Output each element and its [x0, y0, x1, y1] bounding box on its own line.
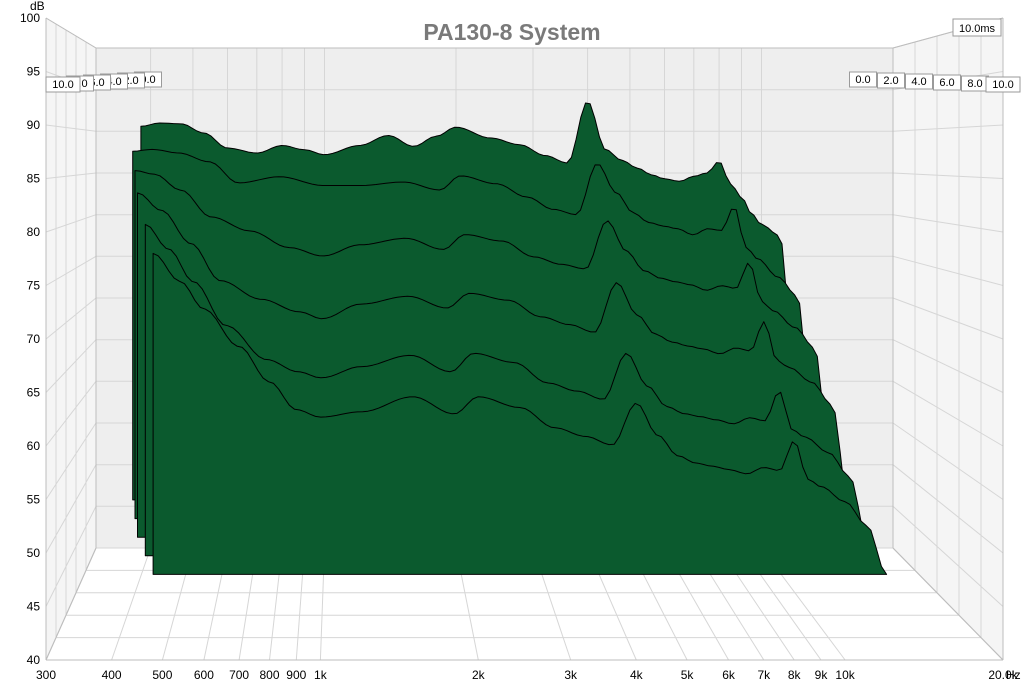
waterfall-slice-10-0	[152, 252, 888, 575]
grid-line-db-right	[892, 339, 1004, 393]
grid-line-db-left	[45, 339, 97, 393]
time-tick-box-right	[933, 74, 961, 91]
grid-line-db-right	[892, 172, 1004, 179]
y-tick-label: 65	[27, 386, 41, 400]
time-tick-box-right	[905, 73, 933, 90]
grid-line-db-right	[892, 255, 1004, 286]
x-tick-label: 10k	[835, 668, 855, 682]
y-axis-label: dB	[30, 0, 45, 13]
grid-line-db-left	[45, 506, 97, 607]
x-tick-label: 400	[102, 668, 122, 682]
grid-line-db-left	[45, 380, 97, 447]
grid-line-db-right	[892, 297, 1004, 340]
x-tick-label: 300	[36, 668, 56, 682]
waterfall-slices	[132, 102, 888, 575]
grid-line-db-right	[892, 124, 1004, 132]
y-tick-label: 100	[20, 11, 40, 25]
y-tick-label: 70	[27, 332, 41, 346]
grid-line-db-right	[892, 464, 1004, 554]
grid-line-db-right	[892, 380, 1004, 447]
time-tick-label-right: 10.0	[992, 79, 1013, 91]
x-tick-label: 900	[286, 668, 306, 682]
grid-line-db-left	[45, 124, 97, 132]
grid-line-db-right	[892, 422, 1004, 500]
x-tick-label: 6k	[722, 668, 736, 682]
time-tick-label-right: 4.0	[911, 76, 926, 88]
x-tick-label: 9k	[815, 668, 829, 682]
time-tick-label-right: 0.0	[855, 74, 870, 86]
x-tick-label: 800	[259, 668, 279, 682]
grid-line-db-left	[45, 422, 97, 500]
grid-line-db-left	[45, 214, 97, 233]
y-tick-label: 40	[27, 653, 41, 667]
time-axis-label-text: 10.0ms	[959, 23, 996, 35]
time-tick-label-right: 8.0	[967, 78, 982, 90]
time-tick-box-right	[985, 76, 1021, 93]
right-wall	[893, 18, 1003, 660]
axis-ticks: 40 45 50 55 60 65 70 75 80 85 90 95 100 300 400 500 600 7…	[20, 11, 1021, 682]
y-tick-label: 60	[27, 439, 41, 453]
time-axis-label: 10.0ms	[952, 18, 1002, 37]
grid-line-db-left	[45, 172, 97, 179]
x-tick-label: 4k	[630, 668, 644, 682]
floor-wall	[46, 548, 1003, 660]
frame-floor-right	[892, 547, 1004, 661]
frame-floor-left	[45, 547, 97, 661]
y-tick-label: 95	[27, 65, 41, 79]
chart-title: PA130-8 System	[423, 19, 600, 45]
y-tick-label: 55	[27, 493, 41, 507]
x-tick-label: 7k	[757, 668, 771, 682]
time-tick-label-right: 6.0	[939, 77, 954, 89]
time-tick-box-right	[877, 72, 905, 89]
y-tick-label: 85	[27, 172, 41, 186]
y-tick-label: 80	[27, 225, 41, 239]
x-axis-label: Hz	[1006, 668, 1021, 682]
left-wall	[46, 18, 96, 660]
grid-line-db-left	[45, 464, 97, 554]
x-tick-label: 5k	[681, 668, 695, 682]
y-tick-label: 90	[27, 118, 41, 132]
x-tick-label: 2k	[472, 668, 486, 682]
y-tick-label: 75	[27, 279, 41, 293]
time-tick-label-right: 2.0	[883, 75, 898, 87]
time-tick-label-left: 10.0	[52, 79, 73, 91]
grid-line-floor-freq	[111, 547, 152, 661]
x-tick-label: 700	[229, 668, 249, 682]
x-tick-label: 1k	[314, 668, 328, 682]
grid-line-db-right	[892, 214, 1004, 233]
y-tick-label: 45	[27, 600, 41, 614]
grid-line-db-right	[892, 505, 1004, 607]
x-tick-label: 600	[194, 668, 214, 682]
frame-top-left	[45, 17, 97, 49]
y-tick-label: 50	[27, 546, 41, 560]
time-tick-box-left	[45, 76, 81, 93]
x-tick-label: 20.0k	[988, 668, 1018, 682]
x-tick-label: 3k	[564, 668, 578, 682]
x-tick-label: 8k	[788, 668, 802, 682]
grid-line-db-left	[45, 255, 97, 286]
x-tick-label: 500	[152, 668, 172, 682]
grid-line-db-left	[45, 297, 97, 340]
time-tick-box-right	[849, 71, 877, 88]
